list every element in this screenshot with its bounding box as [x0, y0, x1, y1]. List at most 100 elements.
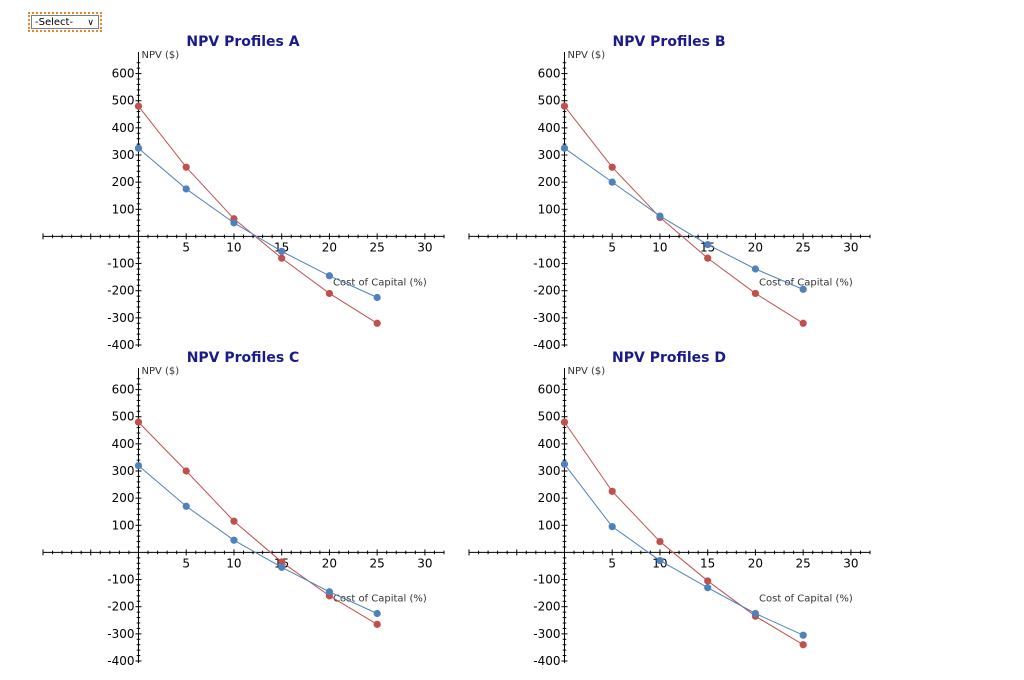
data-point-blue: [751, 265, 760, 273]
y-axis-label: NPV ($): [567, 50, 605, 61]
data-point-blue: [799, 285, 807, 293]
y-tick-label: 400: [538, 121, 561, 135]
y-tick-label: 500: [538, 410, 561, 424]
data-point-red: [608, 163, 616, 171]
y-tick-label: 300: [112, 464, 135, 478]
series-line-red: [564, 105, 804, 324]
data-point-red: [182, 467, 190, 475]
x-tick-label: 5: [182, 240, 190, 254]
y-axis-label: NPV ($): [567, 366, 605, 377]
data-point-blue: [373, 609, 381, 618]
y-tick-label: -100: [533, 573, 560, 587]
series-line-blue: [138, 147, 378, 298]
chart-svg: 51015202530600500400300200100-100-200-30…: [42, 366, 445, 668]
data-point-red: [278, 558, 286, 566]
data-point-blue: [704, 584, 712, 592]
y-tick-label: 600: [112, 67, 135, 81]
npv-chart-b: NPV Profiles B 5101520253060050040030020…: [449, 34, 889, 354]
y-tick-label: 100: [112, 202, 135, 216]
x-tick-label: 15: [274, 240, 289, 254]
data-point-blue: [373, 293, 381, 302]
chart-svg: 51015202530600500400300200100-100-200-30…: [468, 50, 871, 352]
data-point-red: [230, 517, 238, 525]
y-tick-label: -100: [107, 257, 134, 271]
data-point-blue: [182, 185, 190, 193]
data-point-red: [799, 641, 807, 649]
series-line-red: [138, 421, 378, 625]
y-tick-label: 200: [538, 175, 561, 189]
x-axis-label: Cost of Capital (%): [333, 277, 427, 288]
data-point-red: [704, 254, 712, 262]
data-point-red: [656, 537, 664, 546]
data-point-blue: [278, 563, 286, 571]
x-axis-label: Cost of Capital (%): [759, 277, 853, 288]
y-tick-label: 300: [538, 464, 561, 478]
data-point-blue: [751, 609, 760, 618]
data-point-red: [608, 487, 616, 495]
x-tick-label: 30: [843, 240, 858, 254]
y-tick-label: 400: [112, 121, 135, 135]
y-tick-label: -100: [533, 257, 560, 271]
y-tick-label: 200: [538, 491, 561, 505]
x-tick-label: 25: [796, 556, 811, 570]
select-focus-outline: -Select- ∨: [28, 12, 102, 32]
data-point-red: [799, 319, 807, 327]
y-tick-label: -300: [533, 627, 560, 641]
y-tick-label: -400: [533, 338, 560, 352]
data-point-blue: [560, 144, 569, 152]
x-tick-label: 10: [652, 240, 667, 254]
chevron-down-icon: ∨: [87, 18, 94, 28]
x-tick-label: 5: [182, 556, 190, 570]
x-tick-label: 10: [226, 240, 241, 254]
y-tick-label: 500: [538, 94, 561, 108]
y-tick-label: 100: [112, 518, 135, 532]
x-tick-label: 20: [322, 240, 337, 254]
y-tick-label: -300: [533, 311, 560, 325]
y-tick-label: -200: [533, 284, 560, 298]
y-axis-label: NPV ($): [141, 50, 179, 61]
data-point-blue: [278, 247, 286, 255]
data-point-blue: [608, 178, 616, 186]
npv-chart-d: NPV Profiles D 5101520253060050040030020…: [449, 350, 889, 670]
y-tick-label: 300: [538, 148, 561, 162]
data-point-blue: [560, 460, 569, 468]
y-tick-label: -100: [107, 573, 134, 587]
x-tick-label: 10: [226, 556, 241, 570]
data-point-blue: [608, 523, 616, 531]
y-tick-label: 200: [112, 175, 135, 189]
chart-select-dropdown[interactable]: -Select- ∨: [31, 15, 99, 29]
data-point-blue: [656, 212, 664, 220]
y-axis-label: NPV ($): [141, 366, 179, 377]
npv-chart-a: NPV Profiles A 5 10 15 20 25 30 600 500 400 300 20…: [23, 34, 463, 354]
chart-svg: 51015202530600500400300200100-100-200-30…: [468, 366, 871, 668]
data-point-red: [134, 418, 143, 426]
data-point-blue: [182, 502, 190, 510]
x-tick-label: 30: [843, 556, 858, 570]
data-point-red: [373, 319, 381, 327]
x-tick-label: 5: [608, 240, 616, 254]
data-point-red: [278, 254, 286, 262]
x-tick-label: 20: [748, 556, 763, 570]
data-point-blue: [704, 240, 712, 249]
series-line-blue: [564, 463, 804, 636]
series-line-red: [564, 421, 804, 646]
chart-title: NPV Profiles D: [612, 350, 726, 366]
x-axis-label: Cost of Capital (%): [759, 593, 853, 604]
data-point-red: [373, 620, 381, 628]
x-axis-label: Cost of Capital (%): [333, 593, 427, 604]
data-point-red: [704, 577, 712, 585]
chart-title: NPV Profiles C: [186, 350, 300, 366]
data-point-blue: [325, 588, 334, 596]
y-tick-label: 200: [112, 491, 135, 505]
y-tick-label: 600: [112, 383, 135, 397]
y-tick-label: 500: [112, 410, 135, 424]
series-line-red: [138, 105, 378, 324]
y-tick-label: -400: [533, 654, 560, 668]
select-label: -Select-: [35, 17, 74, 28]
y-tick-label: 100: [538, 518, 561, 532]
x-tick-label: 25: [796, 240, 811, 254]
y-tick-label: 400: [112, 437, 135, 451]
data-point-blue: [799, 631, 807, 639]
data-point-blue: [325, 272, 334, 280]
